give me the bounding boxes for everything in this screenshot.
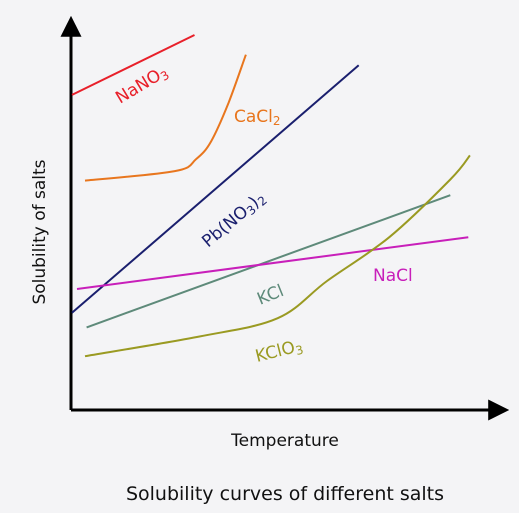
label-nano3: NaNO3 xyxy=(112,62,172,109)
series-line-cacl2 xyxy=(84,54,247,182)
label-nacl: NaCl xyxy=(373,266,413,286)
label-pbno32: Pb(NO3)2 xyxy=(198,188,269,253)
label-cacl2: CaCl2 xyxy=(234,107,281,128)
series-lines xyxy=(71,34,471,358)
series-line-kcl xyxy=(86,194,451,329)
label-kclo3: KClO3 xyxy=(253,336,305,368)
x-axis-title: Temperature xyxy=(230,431,339,451)
series-line-kclo3 xyxy=(84,154,471,358)
series-line-nano3 xyxy=(71,34,195,96)
chart-title: Solubility curves of different salts xyxy=(126,483,444,505)
series-line-pbno32 xyxy=(71,64,360,314)
y-axis-title: Solubility of salts xyxy=(30,159,50,304)
series-line-nacl xyxy=(76,236,469,290)
label-kcl: KCl xyxy=(254,281,286,310)
